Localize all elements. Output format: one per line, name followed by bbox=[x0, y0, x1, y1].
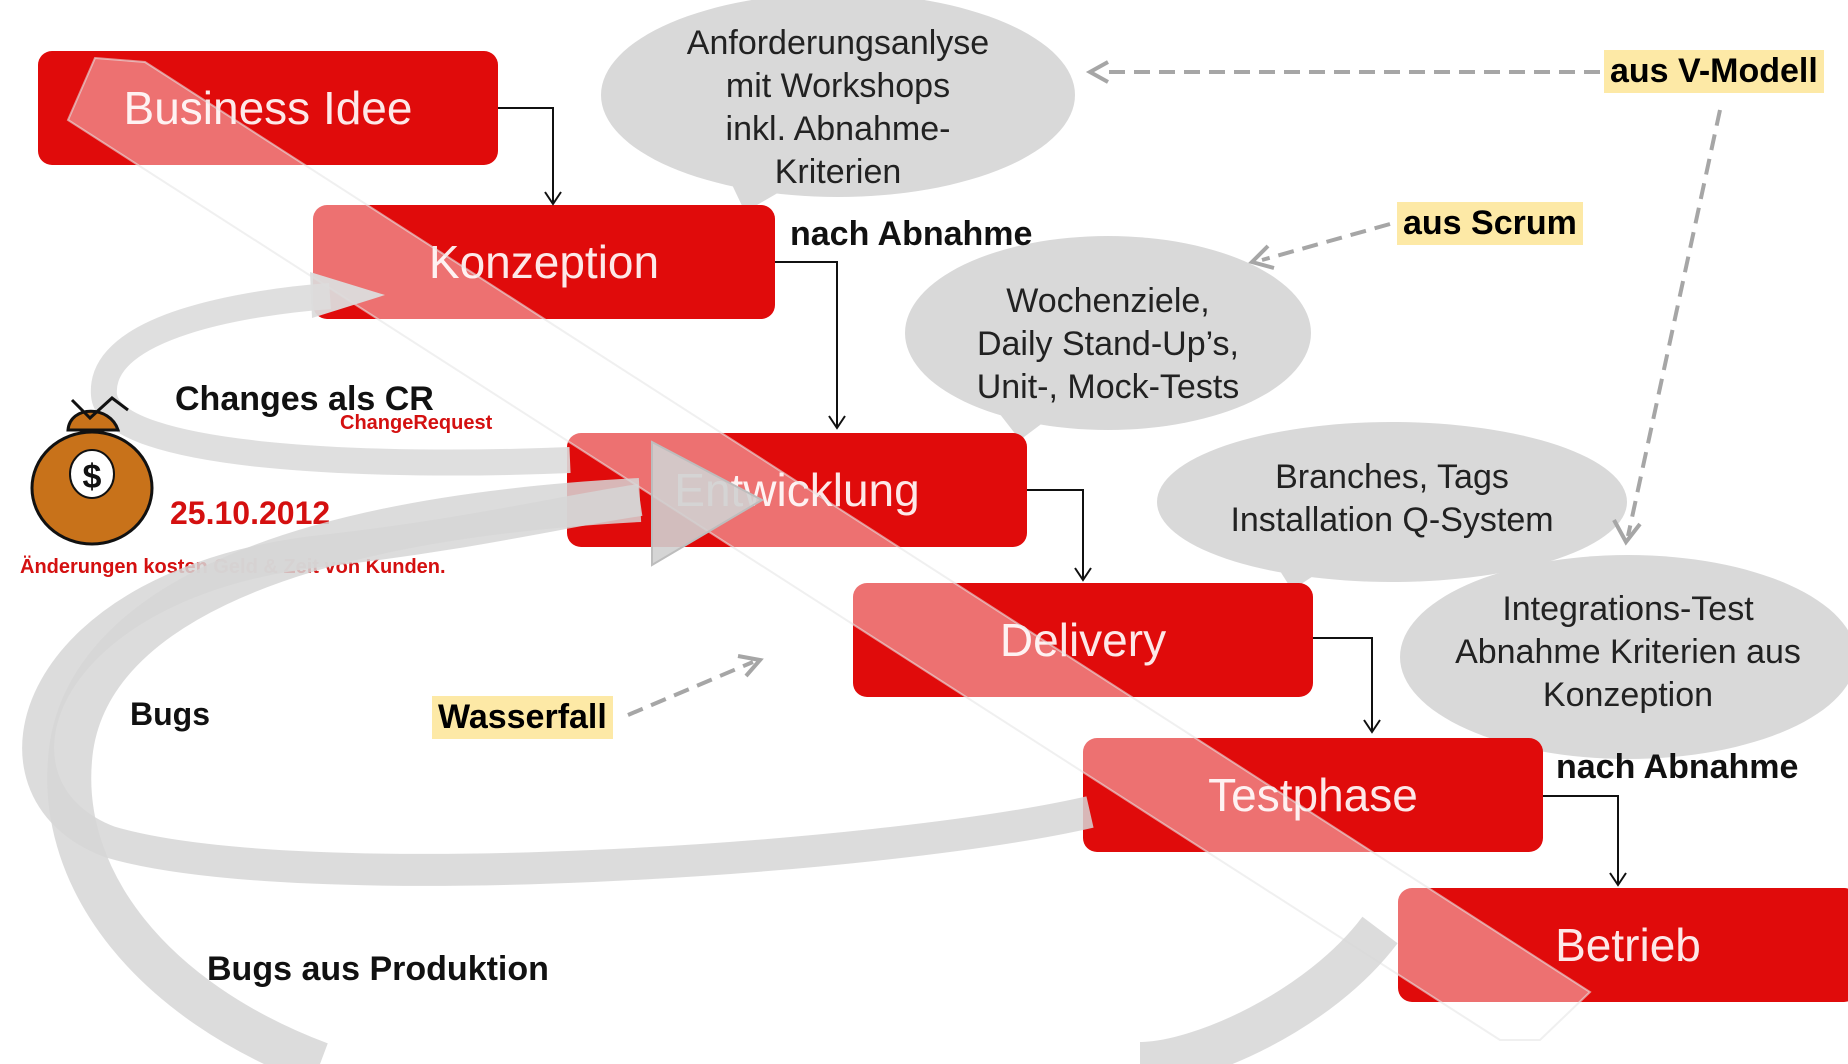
bubble-branches-text: Branches, Tags Installation Q-System bbox=[1192, 456, 1592, 542]
bubble-integration-line-1: Integrations-Test bbox=[1502, 590, 1754, 628]
bubble-wochenziele-line-1: Wochenziele, bbox=[1006, 282, 1210, 320]
bubble-anforderung-line-2: mit Workshops bbox=[725, 67, 951, 105]
stage-testphase: Testphase bbox=[1208, 769, 1418, 821]
tag-wasserfall: Wasserfall bbox=[432, 696, 613, 739]
bubble-integration-line-2: Abnahme Kriterien aus bbox=[1455, 633, 1801, 671]
bubble-anforderung-line-1: Anforderungsanlyse bbox=[686, 24, 990, 62]
bubble-anforderung-line-3: inkl. Abnahme- bbox=[725, 110, 951, 148]
stage-entwicklung: Entwicklung bbox=[674, 464, 920, 516]
label-nach-abnahme-1: nach Abnahme bbox=[790, 215, 1033, 253]
tag-v-modell: aus V-Modell bbox=[1604, 50, 1824, 93]
bubble-branches-line-2: Installation Q-System bbox=[1230, 501, 1554, 539]
stage-delivery: Delivery bbox=[999, 614, 1167, 666]
label-change-request: ChangeRequest bbox=[340, 412, 493, 434]
stage-betrieb: Betrieb bbox=[1555, 919, 1701, 971]
stage-business-idee: Business Idee bbox=[123, 82, 413, 134]
bubble-wochenziele-text: Wochenziele, Daily Stand-Up’s, Unit-, Mo… bbox=[918, 280, 1298, 409]
label-date: 25.10.2012 bbox=[170, 495, 331, 531]
label-bugs: Bugs bbox=[130, 696, 210, 732]
bubble-anforderung-text: Anforderungsanlyse mit Workshops inkl. A… bbox=[618, 22, 1058, 194]
bubble-anforderung-line-4: Kriterien bbox=[774, 153, 902, 191]
bubble-integration-line-3: Konzeption bbox=[1542, 676, 1714, 714]
tag-scrum: aus Scrum bbox=[1397, 202, 1583, 245]
bubble-branches-line-1: Branches, Tags bbox=[1275, 458, 1509, 496]
label-nach-abnahme-2: nach Abnahme bbox=[1556, 748, 1799, 786]
stage-konzeption: Konzeption bbox=[428, 236, 660, 288]
label-bugs-produktion: Bugs aus Produktion bbox=[207, 950, 549, 988]
bubble-wochenziele-line-3: Unit-, Mock-Tests bbox=[976, 368, 1240, 406]
label-cost-note: Änderungen kosten Geld & Zeit von Kunden… bbox=[20, 556, 446, 578]
bubble-wochenziele-line-2: Daily Stand-Up’s, bbox=[976, 325, 1240, 363]
bubble-integration-text: Integrations-Test Abnahme Kriterien aus … bbox=[1418, 588, 1838, 717]
